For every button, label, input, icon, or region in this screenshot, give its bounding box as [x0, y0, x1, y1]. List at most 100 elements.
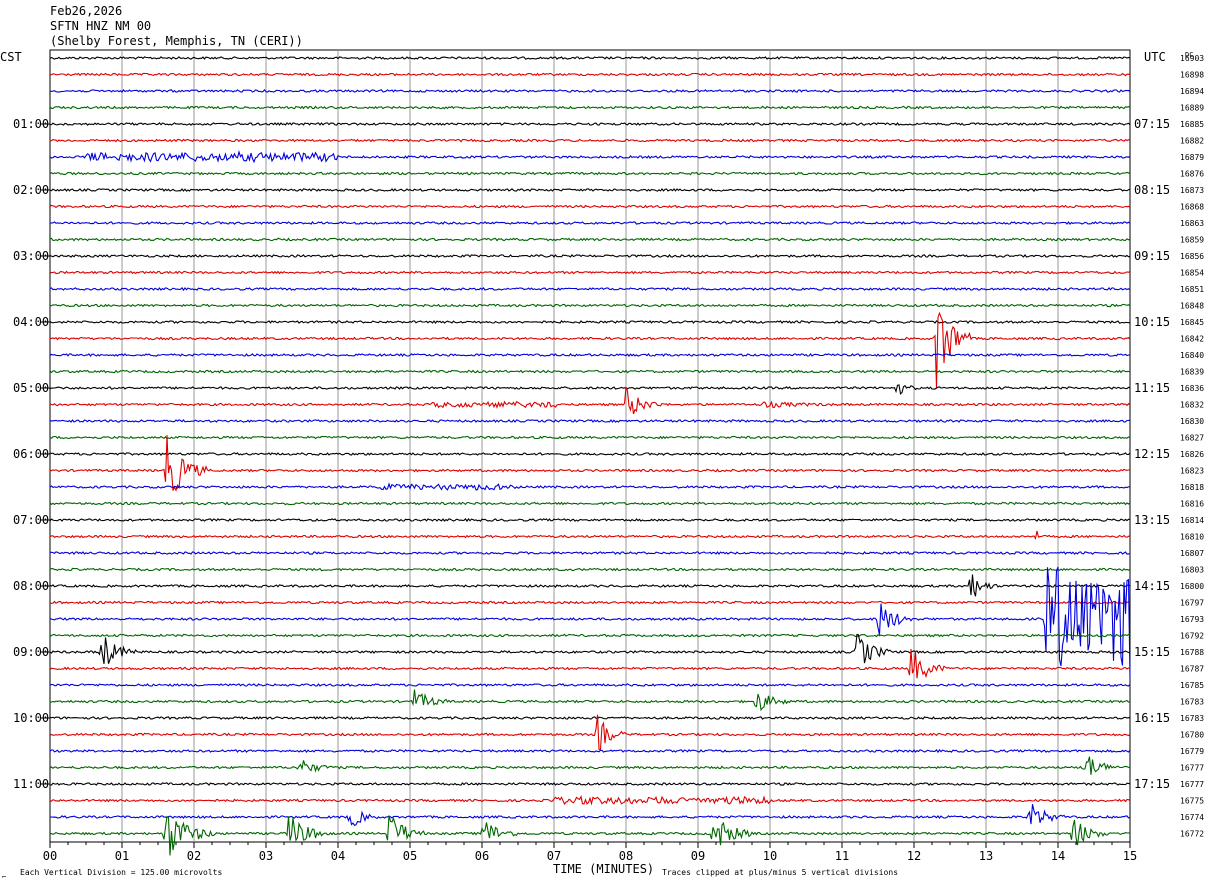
- dc-value: 16774: [1180, 813, 1204, 822]
- trace-line: [49, 171, 1131, 176]
- trace-line: [50, 600, 1131, 605]
- dc-value: 16845: [1180, 318, 1204, 327]
- left-hour-label: 05:00: [13, 381, 49, 395]
- right-hour-label: 12:15: [1134, 447, 1170, 461]
- hour-labels: 01:00 02:00 03:00 04:00 05:00 06:00 07:00 08:00…: [13, 117, 1170, 791]
- trace-line: [49, 220, 1131, 225]
- trace-line: [49, 419, 1131, 423]
- trace-line: [49, 89, 1131, 93]
- dc-value: 16840: [1180, 351, 1204, 360]
- left-hour-label: 07:00: [13, 513, 49, 527]
- dc-value: 16827: [1180, 434, 1204, 443]
- trace-line: [49, 815, 1131, 856]
- trace-line: [49, 386, 1131, 415]
- dc-value: 16854: [1180, 269, 1204, 278]
- trace-line: [49, 204, 1131, 209]
- trace-line: [49, 566, 1131, 679]
- right-hour-label: 17:15: [1134, 777, 1170, 791]
- trace-line: [49, 435, 1131, 492]
- dc-value: 16788: [1180, 648, 1204, 657]
- dc-value: 16885: [1180, 120, 1204, 129]
- trace-line: [50, 551, 1131, 556]
- dc-value: 16898: [1180, 71, 1204, 80]
- trace-line: [49, 55, 1131, 60]
- trace-line: [49, 237, 1131, 242]
- dc-value: 16780: [1180, 731, 1204, 740]
- trace-line: [49, 649, 1131, 679]
- x-tick-label: 06: [475, 849, 489, 863]
- x-tick-label: 10: [763, 849, 777, 863]
- dc-value: 16859: [1180, 236, 1204, 245]
- trace-line: [49, 716, 1131, 720]
- right-hour-label: 10:15: [1134, 315, 1170, 329]
- trace-line: [49, 756, 1131, 775]
- dc-value: 16894: [1180, 87, 1204, 96]
- dc-value: 16779: [1180, 747, 1204, 756]
- dc-value: 16868: [1180, 203, 1204, 212]
- dc-offset-labels: 16903 16898 16894 16889 16885 16882 16879 16876…: [1180, 54, 1204, 839]
- dc-value: 16803: [1180, 566, 1204, 575]
- dc-value: 16775: [1180, 797, 1204, 806]
- left-timezone-label: CST: [0, 50, 22, 64]
- x-tick-label: 15: [1123, 849, 1137, 863]
- trace-line: [49, 435, 1131, 440]
- dc-value: 16873: [1180, 186, 1204, 195]
- dc-value: 16876: [1180, 170, 1204, 179]
- trace-line: [49, 574, 1131, 597]
- dc-label: DC: [1185, 51, 1193, 59]
- dc-value: 16777: [1180, 780, 1204, 789]
- right-timezone-label: UTC: [1144, 50, 1166, 64]
- right-hour-label: 08:15: [1134, 183, 1170, 197]
- dc-value: 16814: [1180, 516, 1204, 525]
- dc-value: 16882: [1180, 137, 1204, 146]
- x-tick-label: 07: [547, 849, 561, 863]
- dc-value: 16903: [1180, 54, 1204, 63]
- trace-line: [49, 682, 1131, 687]
- header-location: (Shelby Forest, Memphis, TN (CERI)): [50, 34, 303, 48]
- time-gridlines: [49, 49, 1131, 843]
- x-tick-label: 09: [691, 849, 705, 863]
- right-hour-label: 15:15: [1134, 645, 1170, 659]
- trace-line: [49, 138, 1131, 143]
- x-tick-label: 14: [1051, 849, 1065, 863]
- trace-line: [49, 122, 1131, 126]
- trace-line: [49, 782, 1131, 786]
- dc-value: 16842: [1180, 335, 1204, 344]
- left-hour-label: 02:00: [13, 183, 49, 197]
- trace-line: [49, 530, 1131, 541]
- left-hour-label: 06:00: [13, 447, 49, 461]
- trace-line: [49, 72, 1131, 77]
- dc-value: 16792: [1180, 632, 1204, 641]
- trace-line: [49, 633, 1131, 638]
- dc-value: 16839: [1180, 368, 1204, 377]
- dc-value: 16823: [1180, 467, 1204, 476]
- trace-line: [49, 369, 1131, 374]
- x-tick-label: 05: [403, 849, 417, 863]
- trace-line: [49, 795, 1131, 806]
- dc-value: 16816: [1180, 500, 1204, 509]
- left-hour-label: 04:00: [13, 315, 49, 329]
- trace-line: [49, 286, 1131, 292]
- left-hour-label: 08:00: [13, 579, 49, 593]
- dc-value: 16807: [1180, 549, 1204, 558]
- right-hour-label: 14:15: [1134, 579, 1170, 593]
- trace-line: [49, 689, 1131, 712]
- dc-value: 16783: [1180, 698, 1204, 707]
- dc-value: 16793: [1180, 615, 1204, 624]
- dc-value: 16800: [1180, 582, 1204, 591]
- trace-line: [49, 633, 1131, 664]
- seismic-traces: [49, 55, 1131, 856]
- dc-value: 16889: [1180, 104, 1204, 113]
- dc-value: 16879: [1180, 153, 1204, 162]
- dc-value: 16848: [1180, 302, 1204, 311]
- trace-line: [49, 501, 1131, 506]
- dc-value: 16863: [1180, 219, 1204, 228]
- trace-line: [49, 320, 1131, 325]
- dc-value: 16832: [1180, 401, 1204, 410]
- x-axis-title: TIME (MINUTES): [553, 862, 654, 876]
- x-tick-label: 12: [907, 849, 921, 863]
- trace-line: [49, 105, 1131, 110]
- left-hour-label: 11:00: [13, 777, 49, 791]
- dc-value: 16783: [1180, 714, 1204, 723]
- x-tick-label: 13: [979, 849, 993, 863]
